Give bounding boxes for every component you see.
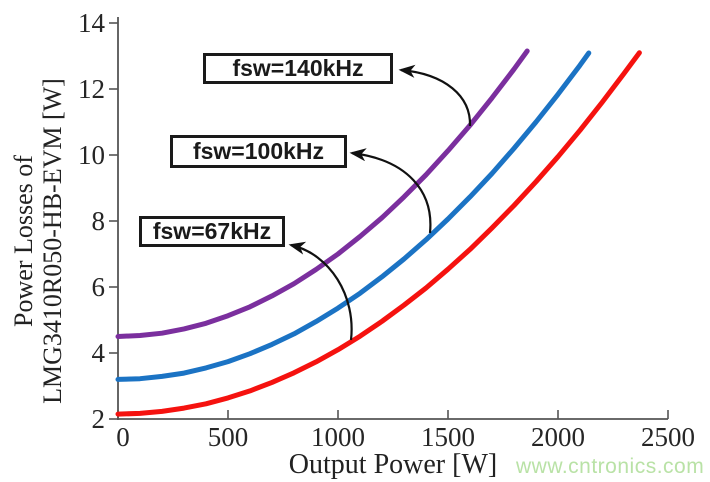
x-tick-label: 0: [116, 422, 130, 452]
curve-fsw-67khz: [115, 50, 642, 417]
legend-label-fsw-100khz: fsw=100kHz: [192, 138, 325, 164]
annotation-arrows: [288, 64, 472, 341]
legend-label-fsw-140khz: fsw=140kHz: [232, 55, 364, 81]
y-axis-label-line2: LMG3410R050-HB-EVM [W]: [38, 78, 67, 404]
y-tick-label: 4: [92, 338, 106, 368]
y-tick-label: 8: [92, 206, 106, 236]
legend-box-fsw-67khz: fsw=67kHz: [139, 216, 285, 247]
x-tick-label: 2500: [641, 422, 695, 452]
y-axis-label: Power Losses of LMG3410R050-HB-EVM [W]: [9, 56, 67, 426]
curve-fsw-140khz: [115, 48, 530, 339]
y-tick-label: 14: [78, 8, 106, 38]
y-tick-label: 6: [92, 272, 106, 302]
watermark-text: www.cntronics.com: [516, 455, 705, 478]
arrow-to-140khz-curve: [398, 64, 472, 127]
y-tick-label: 12: [78, 74, 105, 104]
y-tick-label: 10: [78, 140, 105, 170]
series-curves: [115, 48, 642, 417]
legend-box-fsw-140khz: fsw=140kHz: [203, 53, 393, 84]
legend-box-fsw-100khz: fsw=100kHz: [170, 135, 347, 168]
curve-fsw-100khz: [115, 50, 592, 382]
x-tick-label: 1000: [311, 422, 365, 452]
legend-label-fsw-67khz: fsw=67kHz: [152, 218, 272, 244]
x-tick-label: 500: [208, 422, 249, 452]
arrow-to-67khz-curve: [288, 241, 353, 341]
arrow-to-100khz-curve: [349, 148, 432, 234]
y-axis-label-line1: Power Losses of: [9, 155, 38, 327]
x-tick-label: 1500: [421, 422, 475, 452]
x-tick-label: 2000: [531, 422, 585, 452]
x-axis-label: Output Power [W]: [288, 449, 498, 480]
axes: 2 4 6 8 10 12 14 0 500 1000 1500 2000 2500: [78, 8, 695, 452]
y-tick-label: 2: [92, 404, 106, 434]
